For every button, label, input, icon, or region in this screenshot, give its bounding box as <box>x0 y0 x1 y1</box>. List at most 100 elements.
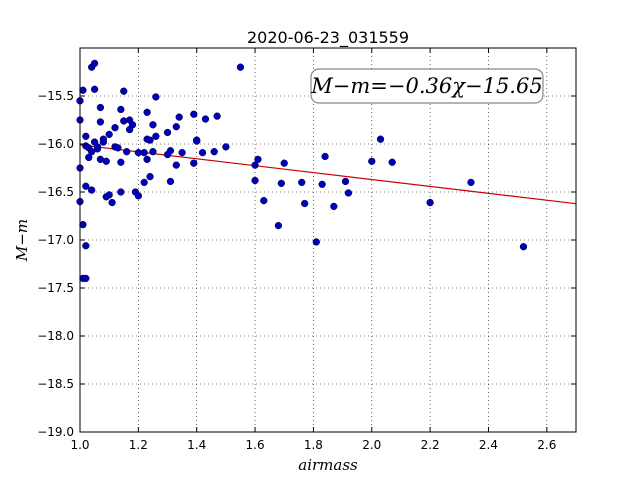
data-point <box>426 198 434 207</box>
data-point <box>376 135 385 143</box>
data-point <box>82 242 90 250</box>
data-point <box>90 85 99 93</box>
data-point <box>108 198 116 207</box>
data-point <box>143 108 151 116</box>
annotation-box: M−m=−0.36χ−15.65 <box>310 68 544 104</box>
data-point <box>175 113 183 121</box>
data-point <box>341 177 350 186</box>
y-tick-label: −19.0 <box>37 425 74 439</box>
data-point <box>152 93 160 101</box>
x-tick-label: 2.4 <box>479 438 498 452</box>
data-point <box>143 155 151 164</box>
data-point <box>251 161 259 169</box>
data-point <box>193 137 201 145</box>
data-point <box>388 158 396 166</box>
x-axis-label: airmass <box>298 456 358 474</box>
data-point <box>93 145 102 153</box>
data-point <box>321 152 329 161</box>
data-point <box>210 148 218 156</box>
data-point <box>114 144 122 152</box>
data-point <box>519 243 528 251</box>
axis-ticks <box>79 48 576 433</box>
data-point <box>149 121 157 129</box>
x-tick-label: 2.6 <box>537 438 556 452</box>
data-point <box>134 192 143 200</box>
data-point <box>251 176 259 185</box>
data-point <box>236 63 245 71</box>
data-point <box>85 153 93 162</box>
y-tick-label: −18.0 <box>37 329 74 343</box>
y-axis-label: M−m <box>13 219 31 262</box>
data-point <box>330 202 338 211</box>
x-tick-label: 2.0 <box>362 438 381 452</box>
fit-line-group <box>79 144 577 205</box>
data-point <box>298 178 306 187</box>
y-tick-labels: −15.5 −16.0 −16.5 −17.0 −17.5 −18.0 −18.5 −19.0 <box>37 89 74 439</box>
data-point <box>146 136 154 144</box>
x-tick-label: 1.0 <box>70 438 89 452</box>
data-point <box>254 155 262 164</box>
annotation-frame <box>310 68 544 104</box>
y-tick-label: −17.0 <box>37 233 74 247</box>
data-point <box>90 59 99 68</box>
data-point <box>260 196 268 205</box>
y-tick-label: −17.5 <box>37 281 74 295</box>
x-tick-label: 2.2 <box>421 438 440 452</box>
data-point <box>117 158 125 166</box>
data-points <box>76 59 528 283</box>
data-point <box>105 130 113 139</box>
chart-title: 2020-06-23_031559 <box>247 28 409 48</box>
data-point <box>82 274 90 283</box>
data-point <box>152 132 160 140</box>
data-point <box>146 172 154 181</box>
data-point <box>368 157 376 165</box>
data-point <box>201 115 210 123</box>
grid-lines <box>79 48 576 433</box>
data-point <box>198 148 207 157</box>
data-point <box>105 191 113 199</box>
data-point <box>128 121 137 129</box>
data-point <box>140 148 148 157</box>
data-point <box>318 180 326 188</box>
data-point <box>280 159 288 167</box>
data-point <box>213 112 221 120</box>
data-point <box>222 143 230 151</box>
data-point <box>111 124 119 132</box>
data-point <box>123 148 131 156</box>
data-point <box>301 199 309 208</box>
data-point <box>163 128 172 137</box>
data-point <box>140 178 148 187</box>
x-tick-label: 1.6 <box>246 438 265 452</box>
data-point <box>344 189 353 197</box>
y-tick-label: −16.5 <box>37 185 74 199</box>
x-tick-label: 1.4 <box>187 438 206 452</box>
data-point <box>102 157 110 165</box>
fit-line <box>79 144 577 205</box>
data-point <box>172 123 180 131</box>
x-tick-labels: 1.0 1.2 1.4 1.6 1.8 2.0 2.2 2.4 2.6 <box>70 438 556 452</box>
data-point <box>117 105 125 114</box>
data-point <box>277 179 285 188</box>
data-point <box>79 86 87 94</box>
x-tick-label: 1.2 <box>129 438 148 452</box>
y-tick-label: −15.5 <box>37 89 74 103</box>
data-point <box>467 178 475 187</box>
data-point <box>178 148 186 157</box>
data-point <box>117 188 125 196</box>
x-tick-label: 1.8 <box>304 438 323 452</box>
data-point <box>166 177 175 186</box>
data-point <box>312 238 320 246</box>
data-point <box>120 87 128 95</box>
data-point <box>166 147 175 155</box>
data-point <box>172 161 180 169</box>
data-point <box>274 221 283 230</box>
fit-equation: M−m=−0.36χ−15.65 <box>310 74 542 98</box>
data-point <box>190 159 198 167</box>
data-point <box>96 118 105 126</box>
data-point <box>96 103 105 112</box>
data-point <box>190 110 198 118</box>
data-point <box>79 220 87 229</box>
y-tick-label: −16.0 <box>37 137 74 151</box>
data-point <box>82 132 90 140</box>
